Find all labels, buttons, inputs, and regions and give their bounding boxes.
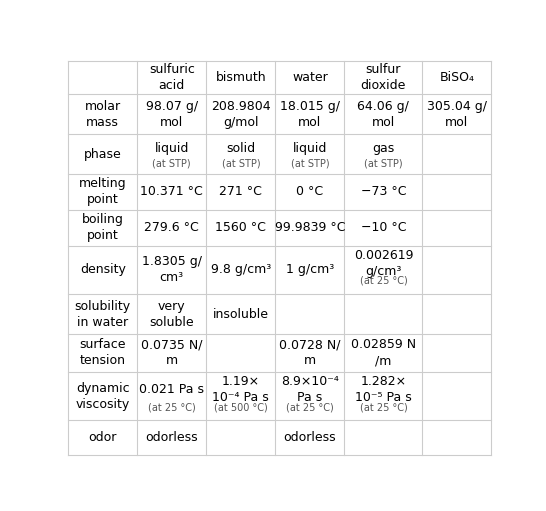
Text: 99.9839 °C: 99.9839 °C: [275, 221, 345, 234]
Text: 0.002619
g/cm³: 0.002619 g/cm³: [354, 249, 413, 278]
Text: (at 500 °C): (at 500 °C): [214, 402, 268, 412]
Text: odor: odor: [88, 431, 117, 444]
Text: molar
mass: molar mass: [85, 100, 121, 129]
Text: sulfur
dioxide: sulfur dioxide: [361, 63, 406, 92]
Text: (at STP): (at STP): [290, 158, 329, 168]
Text: 1.282×
10⁻⁵ Pa s: 1.282× 10⁻⁵ Pa s: [355, 375, 412, 404]
Text: −73 °C: −73 °C: [361, 185, 406, 198]
Text: 1.19×
10⁻⁴ Pa s: 1.19× 10⁻⁴ Pa s: [212, 375, 269, 404]
Text: BiSO₄: BiSO₄: [440, 71, 474, 84]
Text: (at STP): (at STP): [364, 158, 403, 168]
Text: density: density: [80, 263, 126, 276]
Text: 0.02859 N
/m: 0.02859 N /m: [351, 338, 416, 367]
Text: 8.9×10⁻⁴
Pa s: 8.9×10⁻⁴ Pa s: [281, 375, 339, 404]
Text: liquid: liquid: [155, 143, 189, 155]
Text: sulfuric
acid: sulfuric acid: [149, 63, 195, 92]
Text: solid: solid: [226, 143, 256, 155]
Text: (at 25 °C): (at 25 °C): [286, 402, 334, 412]
Text: 9.8 g/cm³: 9.8 g/cm³: [211, 263, 271, 276]
Text: very
soluble: very soluble: [150, 299, 194, 329]
Text: (at STP): (at STP): [222, 158, 260, 168]
Text: gas: gas: [372, 143, 395, 155]
Text: 0.0735 N/
m: 0.0735 N/ m: [141, 338, 203, 367]
Text: 98.07 g/
mol: 98.07 g/ mol: [146, 100, 198, 129]
Text: surface
tension: surface tension: [80, 338, 126, 367]
Text: insoluble: insoluble: [213, 308, 269, 320]
Text: (at STP): (at STP): [152, 158, 191, 168]
Text: solubility
in water: solubility in water: [75, 299, 131, 329]
Text: 64.06 g/
mol: 64.06 g/ mol: [358, 100, 410, 129]
Text: 0 °C: 0 °C: [296, 185, 323, 198]
Text: 1.8305 g/
cm³: 1.8305 g/ cm³: [142, 256, 202, 284]
Text: melting
point: melting point: [79, 177, 127, 206]
Text: bismuth: bismuth: [216, 71, 266, 84]
Text: odorless: odorless: [145, 431, 198, 444]
Text: 271 °C: 271 °C: [219, 185, 262, 198]
Text: phase: phase: [84, 148, 122, 160]
Text: 0.0728 N/
m: 0.0728 N/ m: [279, 338, 341, 367]
Text: 279.6 °C: 279.6 °C: [145, 221, 199, 234]
Text: 1 g/cm³: 1 g/cm³: [286, 263, 334, 276]
Text: 208.9804
g/mol: 208.9804 g/mol: [211, 100, 271, 129]
Text: liquid: liquid: [293, 143, 327, 155]
Text: 18.015 g/
mol: 18.015 g/ mol: [280, 100, 340, 129]
Text: 1560 °C: 1560 °C: [216, 221, 266, 234]
Text: 10.371 °C: 10.371 °C: [140, 185, 203, 198]
Text: dynamic
viscosity: dynamic viscosity: [76, 382, 130, 410]
Text: (at 25 °C): (at 25 °C): [359, 402, 407, 412]
Text: 305.04 g/
mol: 305.04 g/ mol: [427, 100, 487, 129]
Text: −10 °C: −10 °C: [361, 221, 406, 234]
Text: (at 25 °C): (at 25 °C): [148, 402, 195, 412]
Text: (at 25 °C): (at 25 °C): [359, 276, 407, 286]
Text: water: water: [292, 71, 328, 84]
Text: odorless: odorless: [283, 431, 336, 444]
Text: boiling
point: boiling point: [82, 213, 124, 242]
Text: 0.021 Pa s: 0.021 Pa s: [139, 383, 204, 397]
